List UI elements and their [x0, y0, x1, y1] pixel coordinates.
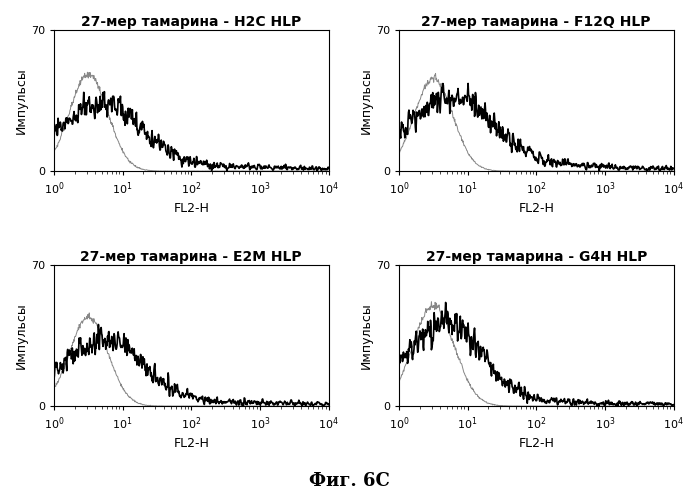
Title: 27-мер тамарина - F12Q HLP: 27-мер тамарина - F12Q HLP — [421, 15, 651, 29]
X-axis label: FL2-H: FL2-H — [518, 437, 554, 450]
X-axis label: FL2-H: FL2-H — [173, 202, 209, 215]
Title: 27-мер тамарина - H2C HLP: 27-мер тамарина - H2C HLP — [81, 15, 301, 29]
Title: 27-мер тамарина - G4H HLP: 27-мер тамарина - G4H HLP — [426, 250, 647, 264]
Y-axis label: Импульсы: Импульсы — [15, 302, 28, 369]
Title: 27-мер тамарина - E2M HLP: 27-мер тамарина - E2M HLP — [80, 250, 302, 264]
Y-axis label: Импульсы: Импульсы — [360, 67, 373, 134]
Y-axis label: Импульсы: Импульсы — [15, 67, 28, 134]
Text: Фиг. 6С: Фиг. 6С — [309, 472, 390, 490]
X-axis label: FL2-H: FL2-H — [518, 202, 554, 215]
X-axis label: FL2-H: FL2-H — [173, 437, 209, 450]
Y-axis label: Импульсы: Импульсы — [360, 302, 373, 369]
